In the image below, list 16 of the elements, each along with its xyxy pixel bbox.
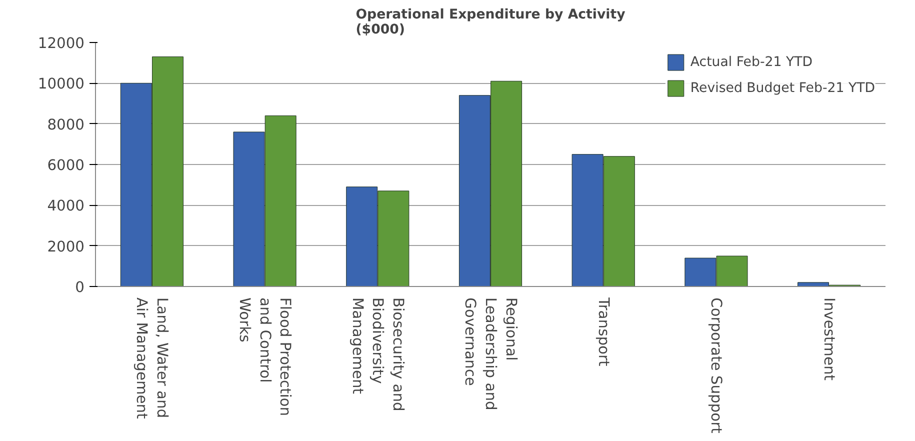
legend-label: Revised Budget Feb-21 YTD <box>690 80 875 96</box>
x-tick-label: Flood Protection and Control Works <box>236 298 294 416</box>
y-tick-label: 2000 <box>47 238 85 256</box>
chart-title: Operational Expenditure by Activity ($000) <box>356 8 626 38</box>
legend-label: Actual Feb-21 YTD <box>690 54 813 70</box>
x-tick-label: Regional Leadership and Governance <box>462 298 520 410</box>
x-tick-label: Investment <box>820 298 838 381</box>
y-tick-label: 10000 <box>38 76 84 93</box>
x-tick-label: Corporate Support <box>708 298 725 434</box>
y-tick-label: 8000 <box>47 116 85 134</box>
y-tick-label: 4000 <box>47 198 85 215</box>
y-tick-label: 0 <box>75 279 85 296</box>
x-tick-label: Land, Water and Air Management <box>133 298 171 420</box>
x-tick-label: Transport <box>594 296 612 367</box>
y-tick-label: 12000 <box>38 35 84 52</box>
y-tick-label: 6000 <box>47 157 85 174</box>
